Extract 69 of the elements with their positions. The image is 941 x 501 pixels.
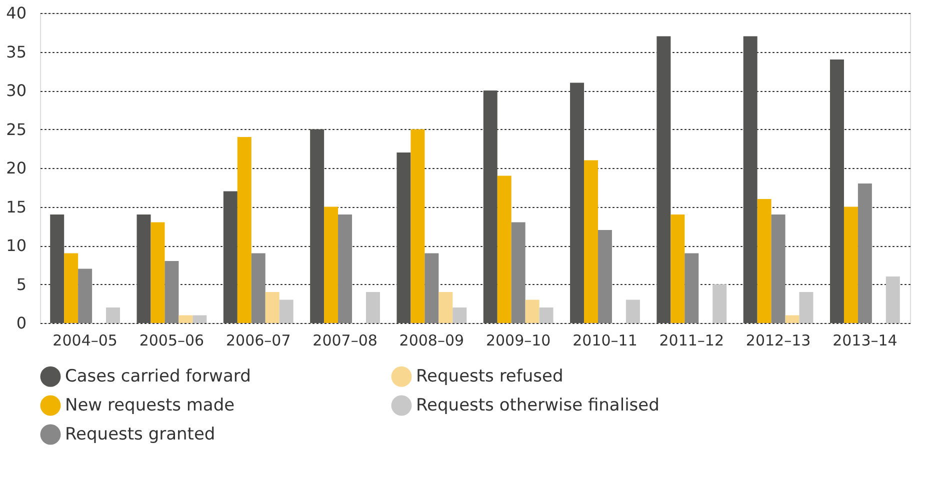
bar <box>799 292 814 323</box>
bar <box>164 261 179 323</box>
legend-label: Cases carried forward <box>65 366 251 387</box>
bar <box>178 315 193 323</box>
legend-label: Requests otherwise finalised <box>416 396 660 416</box>
bar <box>251 253 266 323</box>
bar <box>136 214 151 323</box>
bar <box>410 129 425 323</box>
bar <box>150 222 165 323</box>
x-tick-label: 2004–05 <box>52 332 118 350</box>
bar <box>106 308 120 323</box>
bar <box>192 315 207 323</box>
bar <box>684 253 699 323</box>
bar <box>584 160 598 323</box>
bar <box>452 308 467 323</box>
bar <box>64 253 78 323</box>
x-tick-label: 2011–12 <box>659 332 724 350</box>
y-tick-label: 35 <box>6 42 26 62</box>
bar <box>570 82 584 323</box>
bar <box>511 222 526 323</box>
bar <box>223 191 238 323</box>
x-tick-label: 2008–09 <box>399 332 464 350</box>
bar <box>324 206 338 323</box>
y-tick-label: 10 <box>6 236 26 255</box>
bar <box>539 308 554 323</box>
bar <box>771 214 786 323</box>
bar <box>830 60 844 323</box>
x-tick-label: 2009–10 <box>486 332 551 350</box>
bar <box>237 137 252 323</box>
bar <box>712 284 727 323</box>
bar <box>424 253 439 323</box>
legend-label: Requests granted <box>65 424 216 444</box>
y-tick-label: 15 <box>6 197 26 216</box>
bar <box>656 36 671 323</box>
bar <box>886 276 900 323</box>
y-tick-label: 30 <box>6 81 26 100</box>
bar <box>670 214 685 323</box>
x-tick-label: 2005–06 <box>139 332 204 350</box>
y-tick-label: 25 <box>6 120 26 139</box>
bar <box>858 184 872 323</box>
bar <box>598 230 612 323</box>
y-tick-label: 40 <box>6 4 26 22</box>
bar <box>525 300 540 323</box>
bar <box>78 268 92 323</box>
y-tick-label: 0 <box>16 314 26 332</box>
x-tick-label: 2007–08 <box>312 332 378 350</box>
x-tick-label: 2006–07 <box>226 332 291 350</box>
x-tick-label: 2010–11 <box>572 332 638 350</box>
bar <box>265 292 280 323</box>
bar <box>366 292 380 323</box>
bar <box>844 206 858 323</box>
x-tick-label: 2012–13 <box>746 332 811 350</box>
bar <box>396 152 411 323</box>
legend-label: Requests refused <box>416 366 564 387</box>
bar <box>757 199 772 323</box>
bar <box>785 315 800 323</box>
bar <box>483 90 498 323</box>
x-tick-label: 2013–14 <box>832 332 898 350</box>
bar <box>50 214 64 323</box>
bar <box>497 176 512 323</box>
bar <box>438 292 453 323</box>
bar <box>338 214 352 323</box>
bar <box>743 36 758 323</box>
bar <box>626 300 640 323</box>
legend-label: New requests made <box>65 396 235 416</box>
bar <box>310 129 324 323</box>
y-tick-label: 20 <box>6 158 26 178</box>
y-tick-label: 5 <box>16 274 26 294</box>
bar <box>279 300 294 323</box>
